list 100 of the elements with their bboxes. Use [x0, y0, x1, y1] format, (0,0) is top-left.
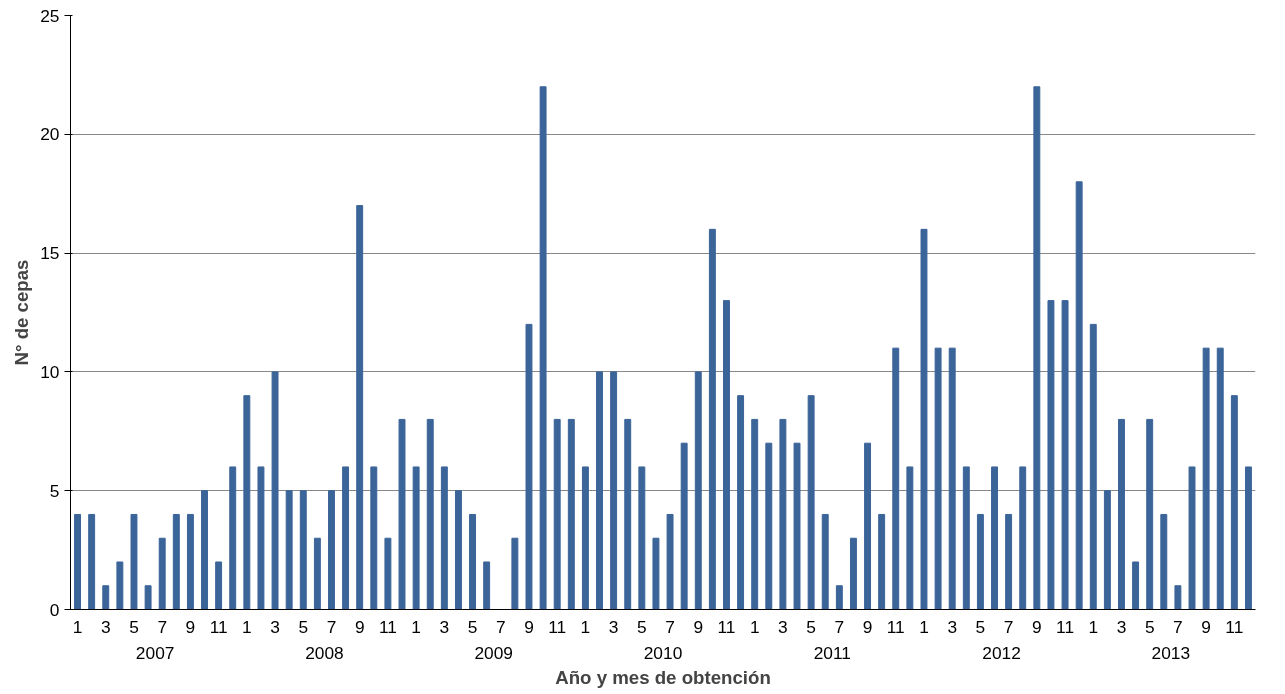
bar: [186, 513, 194, 610]
x-tick-label: 9: [354, 616, 365, 637]
bar: [285, 490, 293, 610]
x-tick-label: 1: [749, 616, 760, 637]
text: 2013: [1151, 642, 1191, 663]
y-tick-label: 0: [49, 599, 60, 620]
bar: [835, 585, 843, 610]
y-tick-label: 10: [40, 361, 60, 382]
bar: [1089, 323, 1097, 610]
bar: [976, 513, 984, 610]
bar: [666, 513, 674, 610]
x-tick-label: 9: [1201, 616, 1211, 637]
bar: [469, 513, 477, 610]
x-tick-label: 7: [326, 616, 337, 637]
bar: [723, 300, 730, 610]
x-tick-label: 1: [411, 616, 421, 637]
bar: [737, 395, 745, 610]
x-tick-label: 11: [209, 616, 228, 637]
bar: [257, 466, 265, 610]
x-tick-label: 5: [467, 616, 478, 637]
y-tick-label: 5: [49, 480, 60, 501]
x-tick-label: 9: [862, 616, 873, 637]
bar: [920, 228, 928, 610]
bar: [313, 537, 321, 610]
bar: [1216, 347, 1224, 610]
bar: [370, 466, 378, 610]
x-tick-label: 7: [1173, 616, 1183, 637]
x-tick-label: 3: [100, 616, 111, 637]
bar: [158, 537, 166, 610]
text: 2007: [135, 642, 175, 663]
x-tick-label: 5: [298, 616, 309, 637]
x-tick-label: 9: [693, 616, 704, 637]
bar: [906, 466, 914, 610]
bar: [1132, 561, 1140, 610]
bar: [356, 205, 364, 610]
bar: [1160, 513, 1168, 610]
x-tick-label: 5: [129, 616, 139, 637]
bar: [849, 537, 857, 610]
bar: [328, 490, 335, 610]
bar: [962, 466, 970, 610]
bar: [299, 490, 307, 610]
x-tick-label: 3: [1116, 616, 1127, 637]
bar: [553, 418, 561, 610]
bar: [991, 466, 998, 610]
bar: [1118, 418, 1125, 610]
text: 2009: [474, 642, 513, 663]
bar: [751, 418, 759, 610]
bar: [1019, 466, 1027, 610]
bar: [1146, 418, 1154, 610]
bar: [1202, 347, 1210, 610]
bar: [215, 561, 223, 610]
x-tick-label: 3: [270, 616, 280, 637]
bar: [1174, 585, 1182, 610]
bar: [948, 347, 956, 610]
bar: [130, 513, 138, 610]
x-tick-label: 3: [778, 616, 788, 637]
bar: [596, 371, 603, 610]
bar: [102, 585, 110, 610]
bar: [1244, 466, 1252, 610]
x-tick-label: 5: [806, 616, 816, 637]
x-axis-title: Año y mes de obtención: [555, 666, 771, 688]
bar: [652, 537, 660, 610]
bar: [412, 466, 420, 610]
y-tick-label: 15: [40, 243, 60, 264]
y-axis-title: N° de cepas: [11, 259, 33, 366]
x-tick-label: 7: [1003, 616, 1014, 637]
bar: [864, 442, 872, 610]
bar: [1005, 513, 1013, 610]
x-tick-label: 11: [378, 616, 397, 637]
bar: [525, 323, 533, 610]
x-tick-label: 1: [242, 616, 252, 637]
bar: [680, 442, 688, 610]
x-tick-label: 9: [1032, 616, 1042, 637]
x-tick-label: 5: [1144, 616, 1155, 637]
bar: [229, 466, 237, 610]
bar: [116, 561, 124, 610]
bar: [384, 537, 392, 610]
bar: [1230, 395, 1238, 610]
text: 2011: [813, 642, 851, 663]
bar: [694, 371, 702, 610]
bar: [821, 513, 829, 610]
bar: [483, 561, 491, 610]
bar: [440, 466, 448, 610]
bar: [892, 347, 900, 610]
x-tick-label: 11: [548, 616, 567, 637]
x-tick-label: 7: [495, 616, 506, 637]
text: 2008: [305, 642, 344, 663]
bar: [779, 418, 787, 610]
x-tick-label: 5: [637, 616, 647, 637]
bar: [243, 395, 251, 610]
y-tick-label: 20: [40, 124, 60, 145]
bar: [539, 86, 547, 610]
x-tick-label: 7: [665, 616, 675, 637]
x-tick-label: 7: [834, 616, 845, 637]
x-tick-label: 1: [580, 616, 591, 637]
x-tick-label: 11: [1056, 616, 1075, 637]
bar: [426, 418, 434, 610]
bar: [454, 490, 462, 610]
x-tick-label: 1: [919, 616, 929, 637]
bar: [271, 371, 279, 610]
